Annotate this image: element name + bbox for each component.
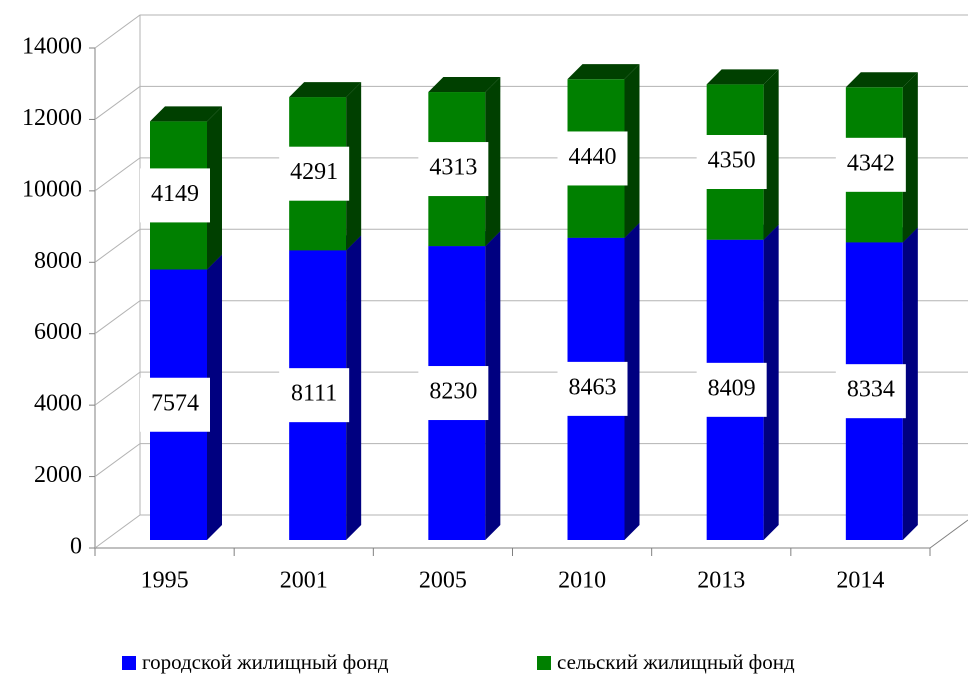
value-label: 8334: [847, 377, 895, 403]
x-tick-label: 2013: [697, 568, 745, 594]
value-label-box: [140, 168, 210, 223]
grid-line: [94, 228, 968, 263]
bar-side: [207, 106, 222, 270]
value-label-box: [140, 377, 210, 432]
value-label-box: [835, 364, 906, 419]
bar-top: [150, 106, 222, 122]
value-label-box: [418, 366, 489, 421]
bar-side: [763, 69, 779, 240]
value-label: 8230: [429, 379, 477, 405]
value-label-box: [835, 137, 906, 192]
legend-label: сельский жилищный фонд: [557, 650, 795, 674]
y-tick-label: 10000: [22, 176, 82, 202]
x-tick-label: 1995: [141, 568, 189, 594]
y-tick-label: 2000: [34, 462, 82, 488]
value-label: 4313: [429, 155, 477, 181]
grid-line: [94, 371, 968, 406]
value-label-box: [418, 142, 489, 197]
bar-side: [485, 77, 501, 247]
bar-top: [428, 77, 501, 93]
bar-side: [624, 64, 640, 238]
value-label: 4350: [708, 148, 756, 174]
grid-line: [94, 514, 968, 549]
bar-side: [207, 254, 222, 540]
bar-top: [845, 72, 918, 88]
x-tick-label: 2005: [419, 568, 467, 594]
value-label-box: [696, 135, 767, 189]
value-label: 4291: [290, 159, 338, 185]
y-tick-label: 8000: [34, 248, 82, 274]
bar-side: [485, 231, 501, 541]
value-label: 8409: [708, 375, 756, 401]
bar-side: [902, 227, 918, 540]
value-label: 4440: [569, 144, 617, 170]
grid-line: [94, 14, 968, 49]
legend-label: городской жилищный фонд: [142, 650, 389, 674]
x-tick-label: 2001: [280, 568, 328, 594]
y-tick-label: 4000: [34, 391, 82, 417]
bar-side: [902, 72, 918, 243]
bar-side: [624, 222, 640, 540]
value-label: 8111: [291, 381, 337, 407]
x-tick-label: 2014: [836, 568, 884, 594]
value-label: 4149: [151, 181, 199, 207]
legend-swatch: [122, 656, 136, 670]
bar-side: [763, 224, 779, 540]
value-label-box: [279, 146, 350, 201]
bar-top: [567, 64, 640, 80]
x-tick-label: 2010: [558, 568, 606, 594]
bar-top: [289, 82, 362, 98]
bar-top: [706, 69, 779, 85]
value-label: 4342: [847, 150, 895, 176]
y-tick-label: 6000: [34, 319, 82, 345]
value-label-box: [279, 368, 350, 423]
y-tick-label: 14000: [22, 34, 82, 60]
y-tick-label: 12000: [22, 105, 82, 131]
value-label: 8463: [569, 374, 617, 400]
floor-edge: [929, 519, 968, 549]
grid-line: [94, 157, 968, 192]
bar-side: [346, 235, 362, 541]
value-label-box: [696, 362, 767, 417]
legend-swatch: [537, 656, 551, 670]
value-label: 7574: [151, 390, 199, 416]
grid-line: [94, 300, 968, 335]
grid-line: [94, 85, 968, 120]
grid-line: [94, 443, 968, 477]
value-label-box: [557, 131, 628, 186]
bar-side: [346, 82, 362, 251]
y-tick-label: 0: [70, 534, 82, 560]
value-label-box: [557, 361, 628, 416]
